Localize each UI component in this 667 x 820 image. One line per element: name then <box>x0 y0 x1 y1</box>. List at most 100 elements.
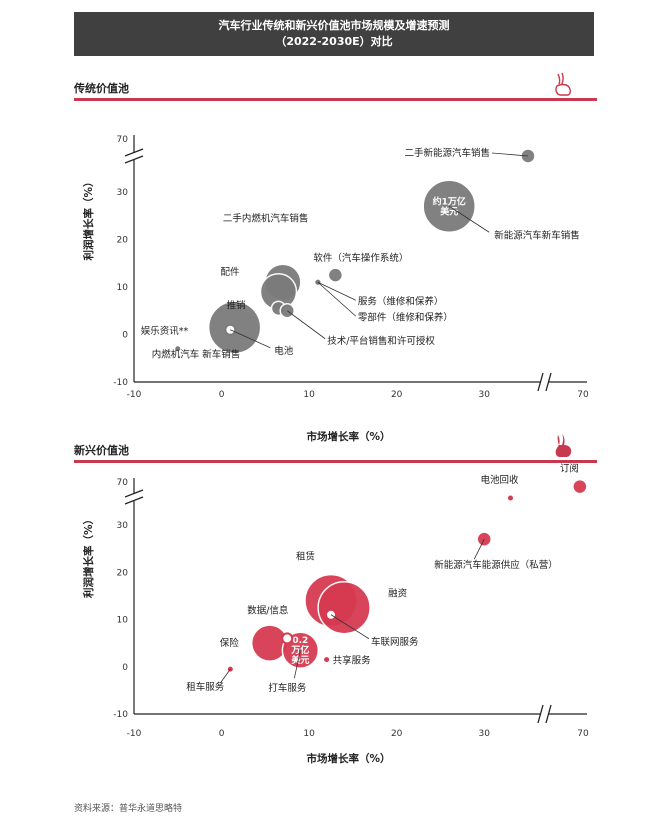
point-label: 新能源汽车能源供应（私营） <box>434 559 558 571</box>
point-label: 零部件（维修和保养） <box>358 311 453 323</box>
leader-line <box>219 668 231 684</box>
bubble-value-label: 约1万亿 <box>433 195 466 207</box>
x-tick-label: 70 <box>577 729 589 739</box>
x-axis-break-mark <box>537 372 544 392</box>
point-label: 融资 <box>388 589 408 600</box>
x-axis-break-mark <box>545 372 552 392</box>
point-娱乐资讯** <box>175 346 181 352</box>
bubble-新能源汽车能源供应（私营） <box>476 531 492 547</box>
leader-line <box>293 650 301 679</box>
point-label: 软件（汽车操作系统） <box>313 252 408 264</box>
point-label: 服务（维修和保养） <box>358 295 444 307</box>
x-tick-label: 20 <box>391 390 403 400</box>
y-axis-break-gap <box>130 494 138 501</box>
y-axis-break-mark <box>124 155 144 164</box>
leader-line <box>317 281 357 301</box>
x-axis-break-mark <box>545 704 552 724</box>
y-axis-title: 利润增长率（%） <box>82 514 95 598</box>
y-tick-label: -10 <box>113 378 128 388</box>
point-共享服务 <box>324 657 330 663</box>
chart-title-line2: （2022-2030E）对比 <box>275 35 393 48</box>
y-axis-break-gap <box>130 153 138 160</box>
x-axis-title: 市场增长率（%） <box>306 430 390 443</box>
bubble-value-label: 万亿 <box>290 644 309 656</box>
point-label: 二手新能源汽车销售 <box>404 147 490 159</box>
leader-line <box>473 538 485 560</box>
bubble-融资 <box>317 580 371 635</box>
chart-title-bar: 汽车行业传统和新兴价值池市场规模及增速预测 （2022-2030E）对比 <box>74 12 594 56</box>
point-label: 车联网服务 <box>371 636 419 648</box>
point-label: 打车服务 <box>268 682 307 694</box>
point-电池回收 <box>507 495 513 501</box>
x-axis-break-gap <box>540 711 548 717</box>
y-tick-label: 20 <box>117 236 129 246</box>
x-tick-label: 20 <box>391 729 403 739</box>
x-tick-label: -10 <box>127 729 142 739</box>
x-axis-break-mark <box>537 704 544 724</box>
y-tick-label: 30 <box>117 188 129 198</box>
traditional-value-pool-chart: -10 0 10 20 30 70 -10 0 10 20 30 70 市场增长率（%） 利润增长率（%）… <box>82 135 589 443</box>
y-axis-break-mark <box>124 489 144 498</box>
bubble-value-label: 0.2 <box>292 636 308 646</box>
x-tick-label: 0 <box>219 390 225 400</box>
x-axis-break-gap <box>540 379 548 385</box>
section-title-traditional: 传统价值池 <box>74 82 129 95</box>
y-tick-label: 0 <box>122 331 128 341</box>
point-租车服务 <box>227 666 233 672</box>
point-label: 配件 <box>220 266 240 278</box>
point-label: 新能源汽车新车销售 <box>494 229 580 241</box>
x-tick-label: -10 <box>127 390 142 400</box>
point-label: 电池回收 <box>480 474 519 486</box>
x-tick-label: 10 <box>303 390 315 400</box>
bubble-保险 <box>250 624 289 662</box>
y-tick-label: -10 <box>113 710 128 720</box>
emerging-value-pool-chart: -10 0 10 20 30 70 -10 0 10 20 30 70 市场增长率（%） 利润增长率（%）… <box>82 463 589 765</box>
point-label: 数据/信息 <box>247 604 288 616</box>
x-tick-label: 30 <box>478 729 490 739</box>
leader-line <box>286 310 326 340</box>
point-label: 共享服务 <box>333 655 372 667</box>
rabbit-logo-icon <box>555 72 571 96</box>
y-tick-label: 70 <box>117 135 129 145</box>
bubble-订阅 <box>572 478 588 495</box>
leader-line <box>491 152 529 157</box>
point-label: 订阅 <box>560 463 579 475</box>
point-label: 电池 <box>274 345 294 357</box>
y-tick-label: 30 <box>117 521 129 531</box>
point-label: 二手内燃机汽车销售 <box>223 212 309 224</box>
section-title-emerging: 新兴价值池 <box>74 444 129 457</box>
x-tick-label: 70 <box>577 390 589 400</box>
point-label: 推销 <box>226 299 246 311</box>
leader-line <box>317 281 357 317</box>
point-label: 租赁 <box>296 551 315 563</box>
x-tick-label: 30 <box>478 390 490 400</box>
section-rule-traditional <box>74 98 597 101</box>
source-note: 资料来源：普华永道思略特 <box>74 804 183 814</box>
point-label: 租车服务 <box>186 681 225 693</box>
leader-line <box>230 329 271 349</box>
x-tick-label: 10 <box>303 729 315 739</box>
y-axis-break-mark <box>124 148 144 157</box>
leader-line <box>448 205 490 233</box>
section-rule-emerging <box>74 460 597 463</box>
bubble-value-label: 美元 <box>291 654 309 666</box>
x-tick-label: 0 <box>219 729 225 739</box>
bubble-软件（汽车操作系统） <box>327 267 344 283</box>
rabbit-silhouette-icon <box>555 434 572 457</box>
point-label: 保险 <box>220 637 240 649</box>
x-axis-title: 市场增长率（%） <box>306 752 390 765</box>
y-tick-label: 10 <box>117 283 129 293</box>
y-axis-break-mark <box>124 496 144 505</box>
y-tick-label: 0 <box>122 663 128 673</box>
chart-title-line1: 汽车行业传统和新兴价值池市场规模及增速预测 <box>218 19 450 32</box>
point-label: 内燃机汽车 新车销售 <box>152 348 241 360</box>
point-数据/信息 <box>281 632 294 645</box>
leader-line <box>330 614 370 640</box>
bubble-value-label: 美元 <box>440 205 458 217</box>
point-label: 娱乐资讯** <box>141 325 189 337</box>
bubble-二手新能源汽车销售 <box>520 148 536 164</box>
y-tick-label: 10 <box>117 616 129 626</box>
y-tick-label: 70 <box>117 478 129 488</box>
y-tick-label: 20 <box>117 568 129 578</box>
point-label: 技术/平台销售和许可授权 <box>327 335 435 347</box>
